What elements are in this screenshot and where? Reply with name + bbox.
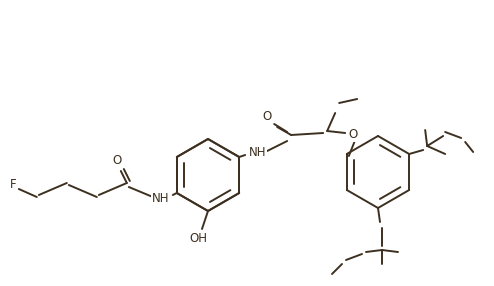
Text: O: O: [112, 154, 122, 168]
Text: O: O: [262, 110, 272, 122]
Text: O: O: [349, 128, 358, 142]
Text: NH: NH: [152, 192, 169, 206]
Text: OH: OH: [189, 233, 207, 245]
Text: NH: NH: [248, 146, 266, 160]
Text: F: F: [9, 178, 16, 192]
